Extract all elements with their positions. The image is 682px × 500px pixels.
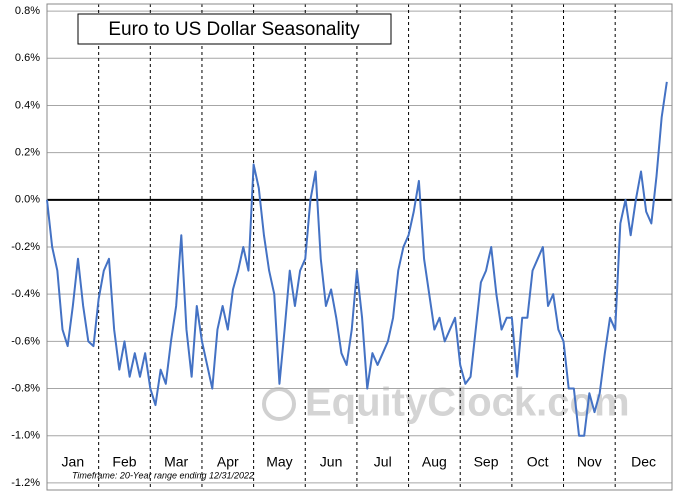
y-tick-label: 0.8%: [15, 5, 40, 17]
y-tick-label: 0.0%: [15, 194, 40, 206]
x-tick-label: Jan: [62, 454, 85, 470]
y-tick-label: 0.4%: [15, 99, 40, 111]
x-tick-label: Nov: [577, 454, 602, 470]
x-tick-label: Feb: [112, 454, 136, 470]
y-tick-label: -1.2%: [11, 477, 40, 489]
x-tick-label: Oct: [527, 454, 549, 470]
x-tick-label: Aug: [422, 454, 447, 470]
y-tick-label: -0.6%: [11, 335, 40, 347]
series-line: [46, 81, 668, 437]
y-tick-label: 0.6%: [15, 52, 40, 64]
x-tick-label: Apr: [217, 454, 239, 470]
plot-frame: [46, 3, 673, 491]
watermark: EquityClock.com: [305, 381, 630, 425]
x-tick-label: Mar: [164, 454, 188, 470]
x-tick-label: Jun: [320, 454, 343, 470]
y-tick-label: -0.4%: [11, 288, 40, 300]
subtitle: Timeframe: 20-Year range ending 12/31/20…: [72, 470, 254, 480]
x-tick-label: Sep: [474, 454, 499, 470]
y-tick-label: -1.0%: [11, 430, 40, 442]
x-tick-label: Dec: [631, 454, 656, 470]
y-tick-label: -0.2%: [11, 241, 40, 253]
x-tick-label: May: [266, 454, 292, 470]
x-tick-label: Jul: [374, 454, 392, 470]
title-box: [77, 13, 392, 45]
y-tick-label: -0.8%: [11, 382, 40, 394]
y-tick-label: 0.2%: [15, 147, 40, 159]
chart-title: Euro to US Dollar Seasonality: [108, 19, 360, 40]
